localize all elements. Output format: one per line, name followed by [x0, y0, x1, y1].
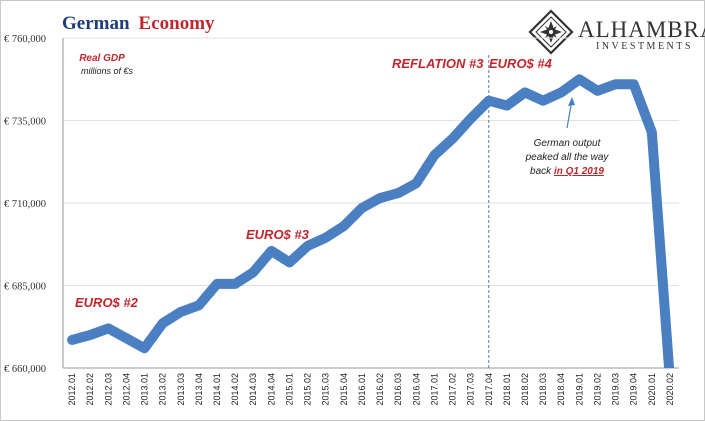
annotation-euro3: EURO$ #3	[246, 227, 310, 242]
x-tick-label: 2014.03	[248, 373, 258, 406]
x-tick-labels: 2012.01 2012.02 2012.03 2012.04 2013.01 2013.…	[67, 373, 675, 406]
x-tick-label: 2020.02	[665, 373, 675, 406]
series-unit-label: millions of €s	[81, 66, 134, 76]
x-tick-label: 2018.02	[520, 373, 530, 406]
x-tick-label: 2018.04	[556, 373, 566, 406]
x-tick-label: 2019.01	[574, 373, 584, 406]
x-tick-label: 2015.01	[284, 373, 294, 406]
x-tick-label: 2018.01	[502, 373, 512, 406]
callout-line-3-link: in Q1 2019	[554, 166, 604, 177]
diamond-emblem-icon	[528, 9, 574, 55]
x-tick-label: 2012.03	[103, 373, 113, 406]
x-tick-label: 2016.04	[411, 373, 421, 406]
x-tick-label: 2019.03	[611, 373, 621, 406]
axis-layer	[62, 38, 679, 369]
logo: ALHAMBRA INVESTMENTS	[528, 9, 705, 55]
chart-title: German Economy	[62, 13, 215, 34]
x-tick-label: 2014.01	[212, 373, 222, 406]
annotation-euro2: EURO$ #2	[75, 295, 139, 310]
x-tick-label: 2017.01	[429, 373, 439, 406]
x-tick-label: 2016.02	[375, 373, 385, 406]
x-tick-label: 2012.01	[67, 373, 77, 406]
annotation-euro4: EURO$ #4	[489, 56, 553, 71]
x-tick-label: 2015.02	[303, 373, 313, 406]
x-tick-label: 2017.02	[448, 373, 458, 406]
x-tick-label: 2015.04	[339, 373, 349, 406]
x-tick-label: 2013.01	[140, 373, 150, 406]
annotation-reflation3: REFLATION #3	[392, 56, 484, 71]
peak-callout: German output peaked all the way back in…	[525, 97, 610, 177]
x-tick-label: 2019.04	[629, 373, 639, 406]
y-tick-label: € 685,000	[4, 282, 46, 293]
y-tick-label: € 660,000	[4, 364, 46, 375]
series-line-real-gdp	[67, 74, 675, 368]
x-tick-label: 2015.03	[321, 373, 331, 406]
callout-line-1: German output	[534, 138, 602, 149]
x-tick-label: 2017.04	[484, 373, 494, 406]
y-tick-labels: € 660,000 € 685,000 € 710,000 € 735,000 € 76…	[4, 34, 46, 375]
title-part-german: German	[62, 13, 130, 34]
x-tick-label: 2017.03	[466, 373, 476, 406]
x-tick-label: 2012.04	[121, 373, 131, 406]
x-tick-label: 2020.01	[647, 373, 657, 406]
y-tick-label: € 760,000	[4, 34, 46, 45]
x-tick-label: 2014.02	[230, 373, 240, 406]
x-tick-label: 2013.03	[176, 373, 186, 406]
series-name-label: Real GDP	[79, 53, 125, 64]
x-tick-label: 2014.04	[266, 373, 276, 406]
callout-line-3-prefix: back	[530, 166, 554, 177]
y-tick-label: € 710,000	[4, 199, 46, 210]
title-part-economy: Economy	[139, 13, 216, 34]
callout-arrow-head-icon	[568, 97, 575, 106]
x-tick-label: 2016.03	[393, 373, 403, 406]
x-tick-label: 2013.02	[158, 373, 168, 406]
callout-line-3: back in Q1 2019	[530, 166, 604, 177]
x-tick-label: 2018.03	[538, 373, 548, 406]
x-tick-label: 2019.02	[592, 373, 602, 406]
x-tick-label: 2013.04	[194, 373, 204, 406]
x-tick-label: 2016.01	[357, 373, 367, 406]
series-layer	[67, 74, 675, 368]
callout-line-2: peaked all the way	[525, 152, 610, 163]
x-tick-label: 2012.02	[85, 373, 95, 406]
logo-subtitle: INVESTMENTS	[596, 41, 693, 52]
y-tick-label: € 735,000	[4, 117, 46, 128]
